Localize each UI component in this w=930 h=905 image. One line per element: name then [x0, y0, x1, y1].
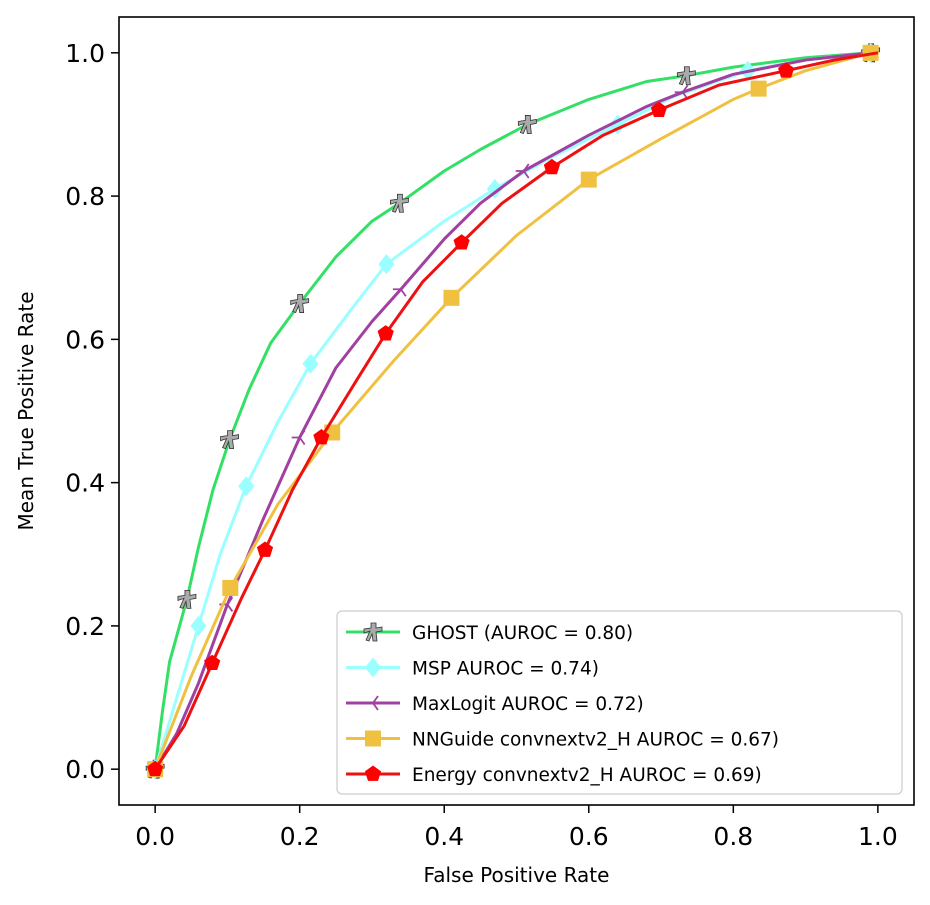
x-tick-label: 0.6 — [569, 822, 609, 851]
legend-entry: NNGuide convnextv2_H AUROC = 0.67) — [346, 730, 779, 751]
legend-frame — [336, 610, 903, 795]
y-tick-label: 0.2 — [65, 612, 105, 641]
series-marker — [302, 353, 319, 374]
legend-entry: Energy convnextv2_H AUROC = 0.69) — [346, 765, 762, 786]
plot-frame — [118, 16, 915, 806]
series-marker — [256, 541, 274, 557]
legend-entry: MaxLogit AUROC = 0.72) — [346, 694, 644, 715]
series-marker — [517, 115, 537, 134]
x-tick-label: 0.4 — [424, 822, 464, 851]
series-marker — [443, 289, 460, 306]
legend-marker — [365, 730, 381, 747]
series-marker — [147, 760, 164, 777]
series-line — [153, 51, 879, 771]
series-marker — [778, 62, 795, 78]
series-marker — [378, 254, 395, 275]
series-marker — [676, 66, 696, 86]
series-line — [153, 51, 871, 770]
y-axis-label: Mean True Positive Rate — [14, 291, 38, 530]
series-marker — [650, 101, 667, 117]
series-marker — [390, 193, 409, 213]
legend-label: MSP AUROC = 0.74) — [412, 659, 599, 680]
legend-marker — [363, 622, 383, 642]
y-tick-label: 0.6 — [65, 325, 105, 354]
series-marker — [291, 429, 306, 446]
series-marker — [290, 294, 310, 314]
series-marker — [750, 80, 767, 97]
legend-entry: MSP AUROC = 0.74) — [346, 657, 599, 680]
series-5 — [147, 51, 879, 777]
series-marker — [392, 281, 407, 297]
series-layer — [145, 42, 881, 780]
series-marker — [190, 615, 207, 636]
legend-label: Energy convnextv2_H AUROC = 0.69) — [412, 765, 762, 786]
y-tick-label: 1.0 — [65, 39, 105, 68]
legend-marker — [365, 695, 379, 711]
y-axis-ticks: 0.0 0.2 0.4 0.6 0.8 1.0 — [65, 39, 119, 784]
legend: GHOST (AUROC = 0.80) MSP AUROC = 0.74) Max… — [336, 610, 903, 795]
x-axis-label: False Positive Rate — [424, 863, 610, 887]
legend-marker — [364, 765, 382, 781]
y-tick-label: 0.8 — [65, 182, 105, 211]
series-line — [153, 51, 871, 770]
series-marker — [313, 429, 330, 445]
x-tick-label: 0.2 — [280, 822, 320, 851]
x-tick-label: 0.0 — [135, 822, 175, 851]
legend-label: GHOST (AUROC = 0.80) — [412, 623, 633, 644]
series-marker — [204, 654, 221, 670]
series-marker — [543, 158, 560, 175]
legend-label: NNGuide convnextv2_H AUROC = 0.67) — [412, 730, 779, 751]
series-marker — [580, 171, 597, 188]
series-marker — [515, 163, 530, 179]
y-tick-label: 0.0 — [65, 755, 105, 784]
series-marker — [453, 234, 470, 250]
series-marker — [238, 476, 255, 497]
legend-entry: GHOST (AUROC = 0.80) — [346, 622, 633, 644]
legend-marker — [365, 657, 381, 678]
x-axis-ticks: 0.0 0.2 0.4 0.6 0.8 1.0 — [135, 805, 898, 851]
legend-label: MaxLogit AUROC = 0.72) — [412, 694, 644, 715]
series-marker — [177, 590, 197, 609]
x-tick-label: 0.8 — [713, 822, 753, 851]
y-tick-label: 0.4 — [65, 469, 105, 498]
x-tick-label: 1.0 — [858, 822, 898, 851]
series-marker — [222, 579, 239, 596]
series-marker — [377, 325, 394, 341]
series-marker — [220, 430, 239, 450]
